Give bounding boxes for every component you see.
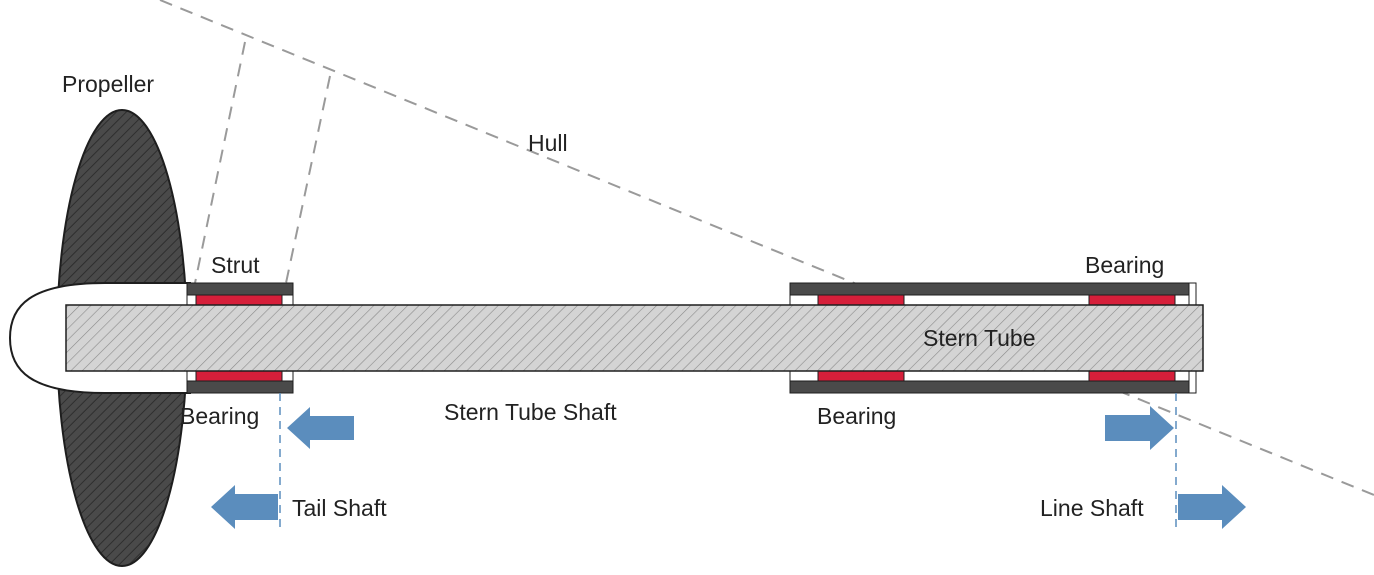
bearing-pad — [817, 370, 905, 382]
strut-line-right-upper — [285, 75, 331, 284]
bearing-label-bottom-middle: Bearing — [817, 403, 896, 429]
bearing-label-top-right: Bearing — [1085, 252, 1164, 278]
stern-tube-shaft-label: Stern Tube Shaft — [444, 399, 617, 425]
stern-tube-shaft — [65, 304, 1204, 372]
bearing-pad — [195, 370, 283, 382]
bearing-pad — [1088, 294, 1176, 306]
tail-shaft-label: Tail Shaft — [292, 495, 387, 521]
arrows — [211, 406, 1246, 529]
bearing-label-left: Bearing — [180, 403, 259, 429]
arrow-left-icon — [211, 485, 278, 529]
propeller-label: Propeller — [62, 71, 154, 97]
stern-tube-label: Stern Tube — [923, 325, 1036, 351]
hull-lines — [159, 0, 1374, 496]
arrow-right-icon — [1178, 485, 1246, 529]
strut-label: Strut — [211, 252, 260, 278]
bearing-pad — [195, 294, 283, 306]
strut-line-left-upper — [194, 41, 246, 284]
bearing-pad — [817, 294, 905, 306]
stern-tube-housing — [789, 282, 1197, 394]
shaft-dividers — [279, 393, 1177, 530]
bearing-pad — [1088, 370, 1176, 382]
line-shaft-label: Line Shaft — [1040, 495, 1144, 521]
arrow-right-icon — [1105, 406, 1174, 450]
arrow-left-icon — [287, 407, 354, 449]
hull-label: Hull — [528, 130, 568, 156]
